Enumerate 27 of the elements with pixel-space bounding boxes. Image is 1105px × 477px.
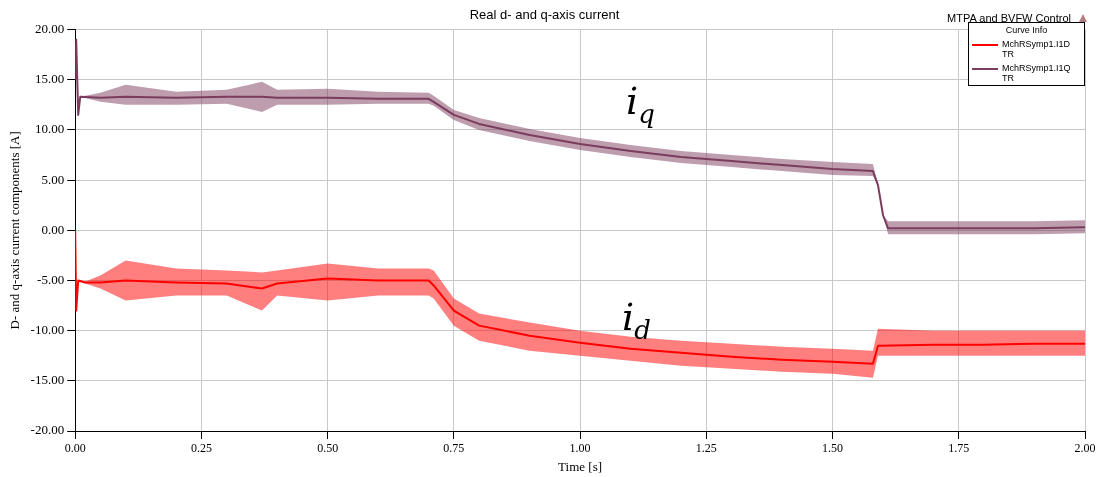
x-tick-label: 0.50	[317, 441, 339, 456]
annotation: i$_{q}$	[626, 79, 655, 129]
y-tick-label: -5.00	[37, 271, 65, 287]
x-tick-label: 2.00	[1074, 441, 1096, 456]
x-tick-label: 1.25	[695, 441, 717, 456]
x-tick-label: 1.00	[569, 441, 591, 456]
y-tick-label: 20.00	[34, 21, 65, 37]
y-tick-label: 0.00	[41, 221, 65, 237]
legend-title: Curve Info	[1004, 23, 1049, 37]
chart-title: Real d- and q-axis current	[469, 7, 620, 23]
x-tick-label: 1.75	[948, 441, 970, 456]
x-axis-title: Time [s]	[558, 458, 603, 474]
legend-label: MchRSymp1.I1Q TR	[1002, 62, 1072, 83]
y-tick-label: 15.00	[34, 71, 65, 87]
y-tick-label: 5.00	[41, 171, 65, 187]
annotation: i$_{d}$	[622, 295, 651, 345]
y-tick-label: -15.00	[30, 372, 65, 388]
text: MTPA and BVFW Control	[947, 12, 1071, 24]
x-tick-label: 1.50	[822, 441, 844, 456]
y-tick-label: 10.00	[34, 121, 65, 137]
x-tick-label: 0.75	[443, 441, 465, 456]
x-tick-label: 0.00	[64, 441, 86, 456]
y-tick-label: -10.00	[30, 322, 65, 338]
y-axis-title: D- and q-axis current components [A]	[7, 131, 23, 330]
y-tick-label: -20.00	[30, 422, 65, 438]
legend-label: MchRSymp1.I1D TR	[1002, 38, 1072, 59]
x-tick-label: 0.25	[190, 441, 212, 456]
